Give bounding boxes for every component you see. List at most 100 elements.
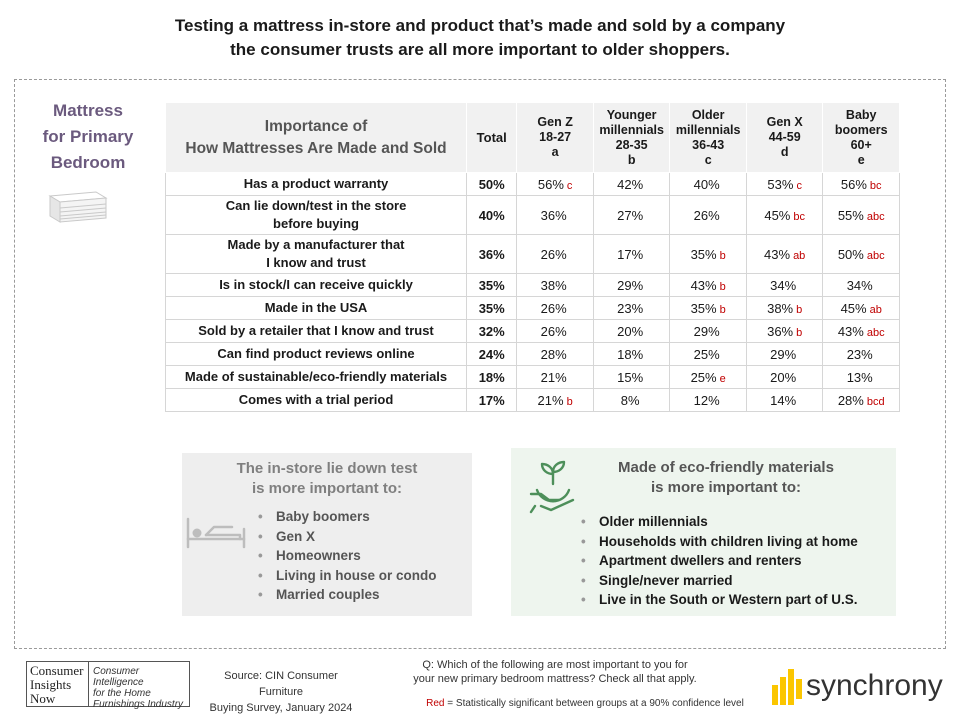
row-label-line: I know and trust <box>266 255 366 270</box>
cell-value: 34% <box>770 277 797 293</box>
cell: 17% <box>592 234 671 274</box>
list-item: Live in the South or Western part of U.S… <box>579 590 858 610</box>
footnote-red-word: Red <box>426 698 445 709</box>
list-item: Gen X <box>256 527 437 547</box>
col-line: millennials <box>599 122 664 137</box>
cell: 18% <box>592 342 671 366</box>
eco-list: Older millennials Households with childr… <box>579 512 858 610</box>
table-row: Has a product warranty 50% 56% c 42% 40% … <box>164 172 900 196</box>
cell-sig: ab <box>793 249 806 262</box>
col-letter: a <box>551 145 559 159</box>
row-label: Can lie down/test in the store before buy… <box>164 195 468 235</box>
cell-value: 45% <box>764 207 791 223</box>
cell: 23% <box>822 342 900 366</box>
cell-sig: b <box>719 303 726 316</box>
row-label-line: Can lie down/test in the store <box>225 198 407 213</box>
list-item: Homeowners <box>256 546 437 566</box>
cell: 28% <box>516 342 594 366</box>
question-line: Q: Which of the following are most impor… <box>422 659 688 671</box>
cell-sig: e <box>719 372 726 385</box>
row-total: 50% <box>466 172 518 196</box>
cell-value: 29% <box>617 277 644 293</box>
row-label: Comes with a trial period <box>164 388 468 412</box>
col-letter: b <box>627 152 636 167</box>
table-row: Made by a manufacturer that I know and tr… <box>164 234 900 274</box>
cell-value: 25% <box>693 346 720 362</box>
cell-value: 28% <box>837 392 864 408</box>
cell: 56% bc <box>822 172 900 196</box>
cell-sig: c <box>566 179 573 192</box>
cell: 14% <box>745 388 824 412</box>
cell: 42% <box>592 172 671 196</box>
col-letter: c <box>704 152 712 167</box>
cell: 29% <box>669 319 747 343</box>
column-header-older-millennials: Older millennials 36-43 c <box>669 102 747 173</box>
cell-value: 43% <box>837 323 864 339</box>
cell-value: 36% <box>767 323 794 339</box>
cell-value: 56% <box>840 176 867 192</box>
cell: 29% <box>592 273 671 297</box>
column-header-baby-boomers: Baby boomers 60+ e <box>822 102 900 173</box>
cell: 20% <box>592 319 671 343</box>
list-item: Living in house or condo <box>256 566 437 586</box>
question-line: your new primary bedroom mattress? Check… <box>413 673 697 685</box>
cell: 26% <box>516 296 594 320</box>
cell-value: 43% <box>690 277 717 293</box>
headline-line-1: Testing a mattress in-store and product … <box>174 16 786 35</box>
cell-value: 40% <box>693 176 720 192</box>
row-total: 18% <box>466 365 518 389</box>
cell-sig: abc <box>866 326 885 339</box>
row-label: Can find product reviews online <box>164 342 468 366</box>
cell: 56% c <box>516 172 594 196</box>
cell: 21% b <box>516 388 594 412</box>
cell: 13% <box>822 365 900 389</box>
column-header-younger-millennials: Younger millennials 28-35 b <box>592 102 671 173</box>
person-in-bed-icon <box>186 517 246 549</box>
cell-value: 29% <box>770 346 797 362</box>
cin-logo-line: Consumer <box>30 663 84 678</box>
list-item: Apartment dwellers and renters <box>579 551 858 571</box>
col-line: boomers <box>834 122 888 137</box>
cin-logo-mark: Consumer Insights Now <box>27 662 89 706</box>
row-total: 35% <box>466 296 518 320</box>
cell-value: 17% <box>617 246 644 262</box>
cell-value: 20% <box>770 369 797 385</box>
row-label: Made by a manufacturer that I know and tr… <box>164 234 468 274</box>
cin-logo-line: Insights <box>30 677 72 692</box>
row-label: Made of sustainable/eco-friendly materia… <box>164 365 468 389</box>
cell-value: 34% <box>846 277 873 293</box>
cell: 35% b <box>669 296 747 320</box>
cell-value: 15% <box>617 369 644 385</box>
cell-value: 35% <box>690 300 717 316</box>
cell: 53% c <box>745 172 824 196</box>
cell-sig: bc <box>869 179 882 192</box>
headline-line-2: the consumer trusts are all more importa… <box>230 40 730 59</box>
cell: 28% bcd <box>822 388 900 412</box>
cell-value: 21% <box>537 392 564 408</box>
cell-value: 13% <box>846 369 873 385</box>
row-label-line: before buying <box>273 216 359 231</box>
col-line: 60+ <box>850 137 872 152</box>
cell: 43% ab <box>745 234 824 274</box>
cell-value: 21% <box>540 369 567 385</box>
box-title-line: The in-store lie down test <box>236 460 418 477</box>
cell: 29% <box>745 342 824 366</box>
cell-value: 53% <box>767 176 794 192</box>
segment-line-2: for Primary <box>42 127 134 146</box>
row-label: Made in the USA <box>164 296 468 320</box>
cell: 20% <box>745 365 824 389</box>
cell: 23% <box>592 296 671 320</box>
cell-value: 36% <box>540 207 567 223</box>
table-row: Is in stock/I can receive quickly 35% 38… <box>164 273 900 297</box>
cell-value: 26% <box>540 246 567 262</box>
col-letter: e <box>857 152 865 167</box>
table-row: Can lie down/test in the store before buy… <box>164 195 900 235</box>
cell-value: 56% <box>537 176 564 192</box>
cell: 21% <box>516 365 594 389</box>
box-title-line: Made of eco-friendly materials <box>618 459 834 476</box>
cell-value: 23% <box>617 300 644 316</box>
col-line: Gen Z <box>537 115 573 129</box>
cell: 35% b <box>669 234 747 274</box>
cell-value: 26% <box>540 323 567 339</box>
lie-down-test-box: The in-store lie down test is more impor… <box>182 453 472 616</box>
